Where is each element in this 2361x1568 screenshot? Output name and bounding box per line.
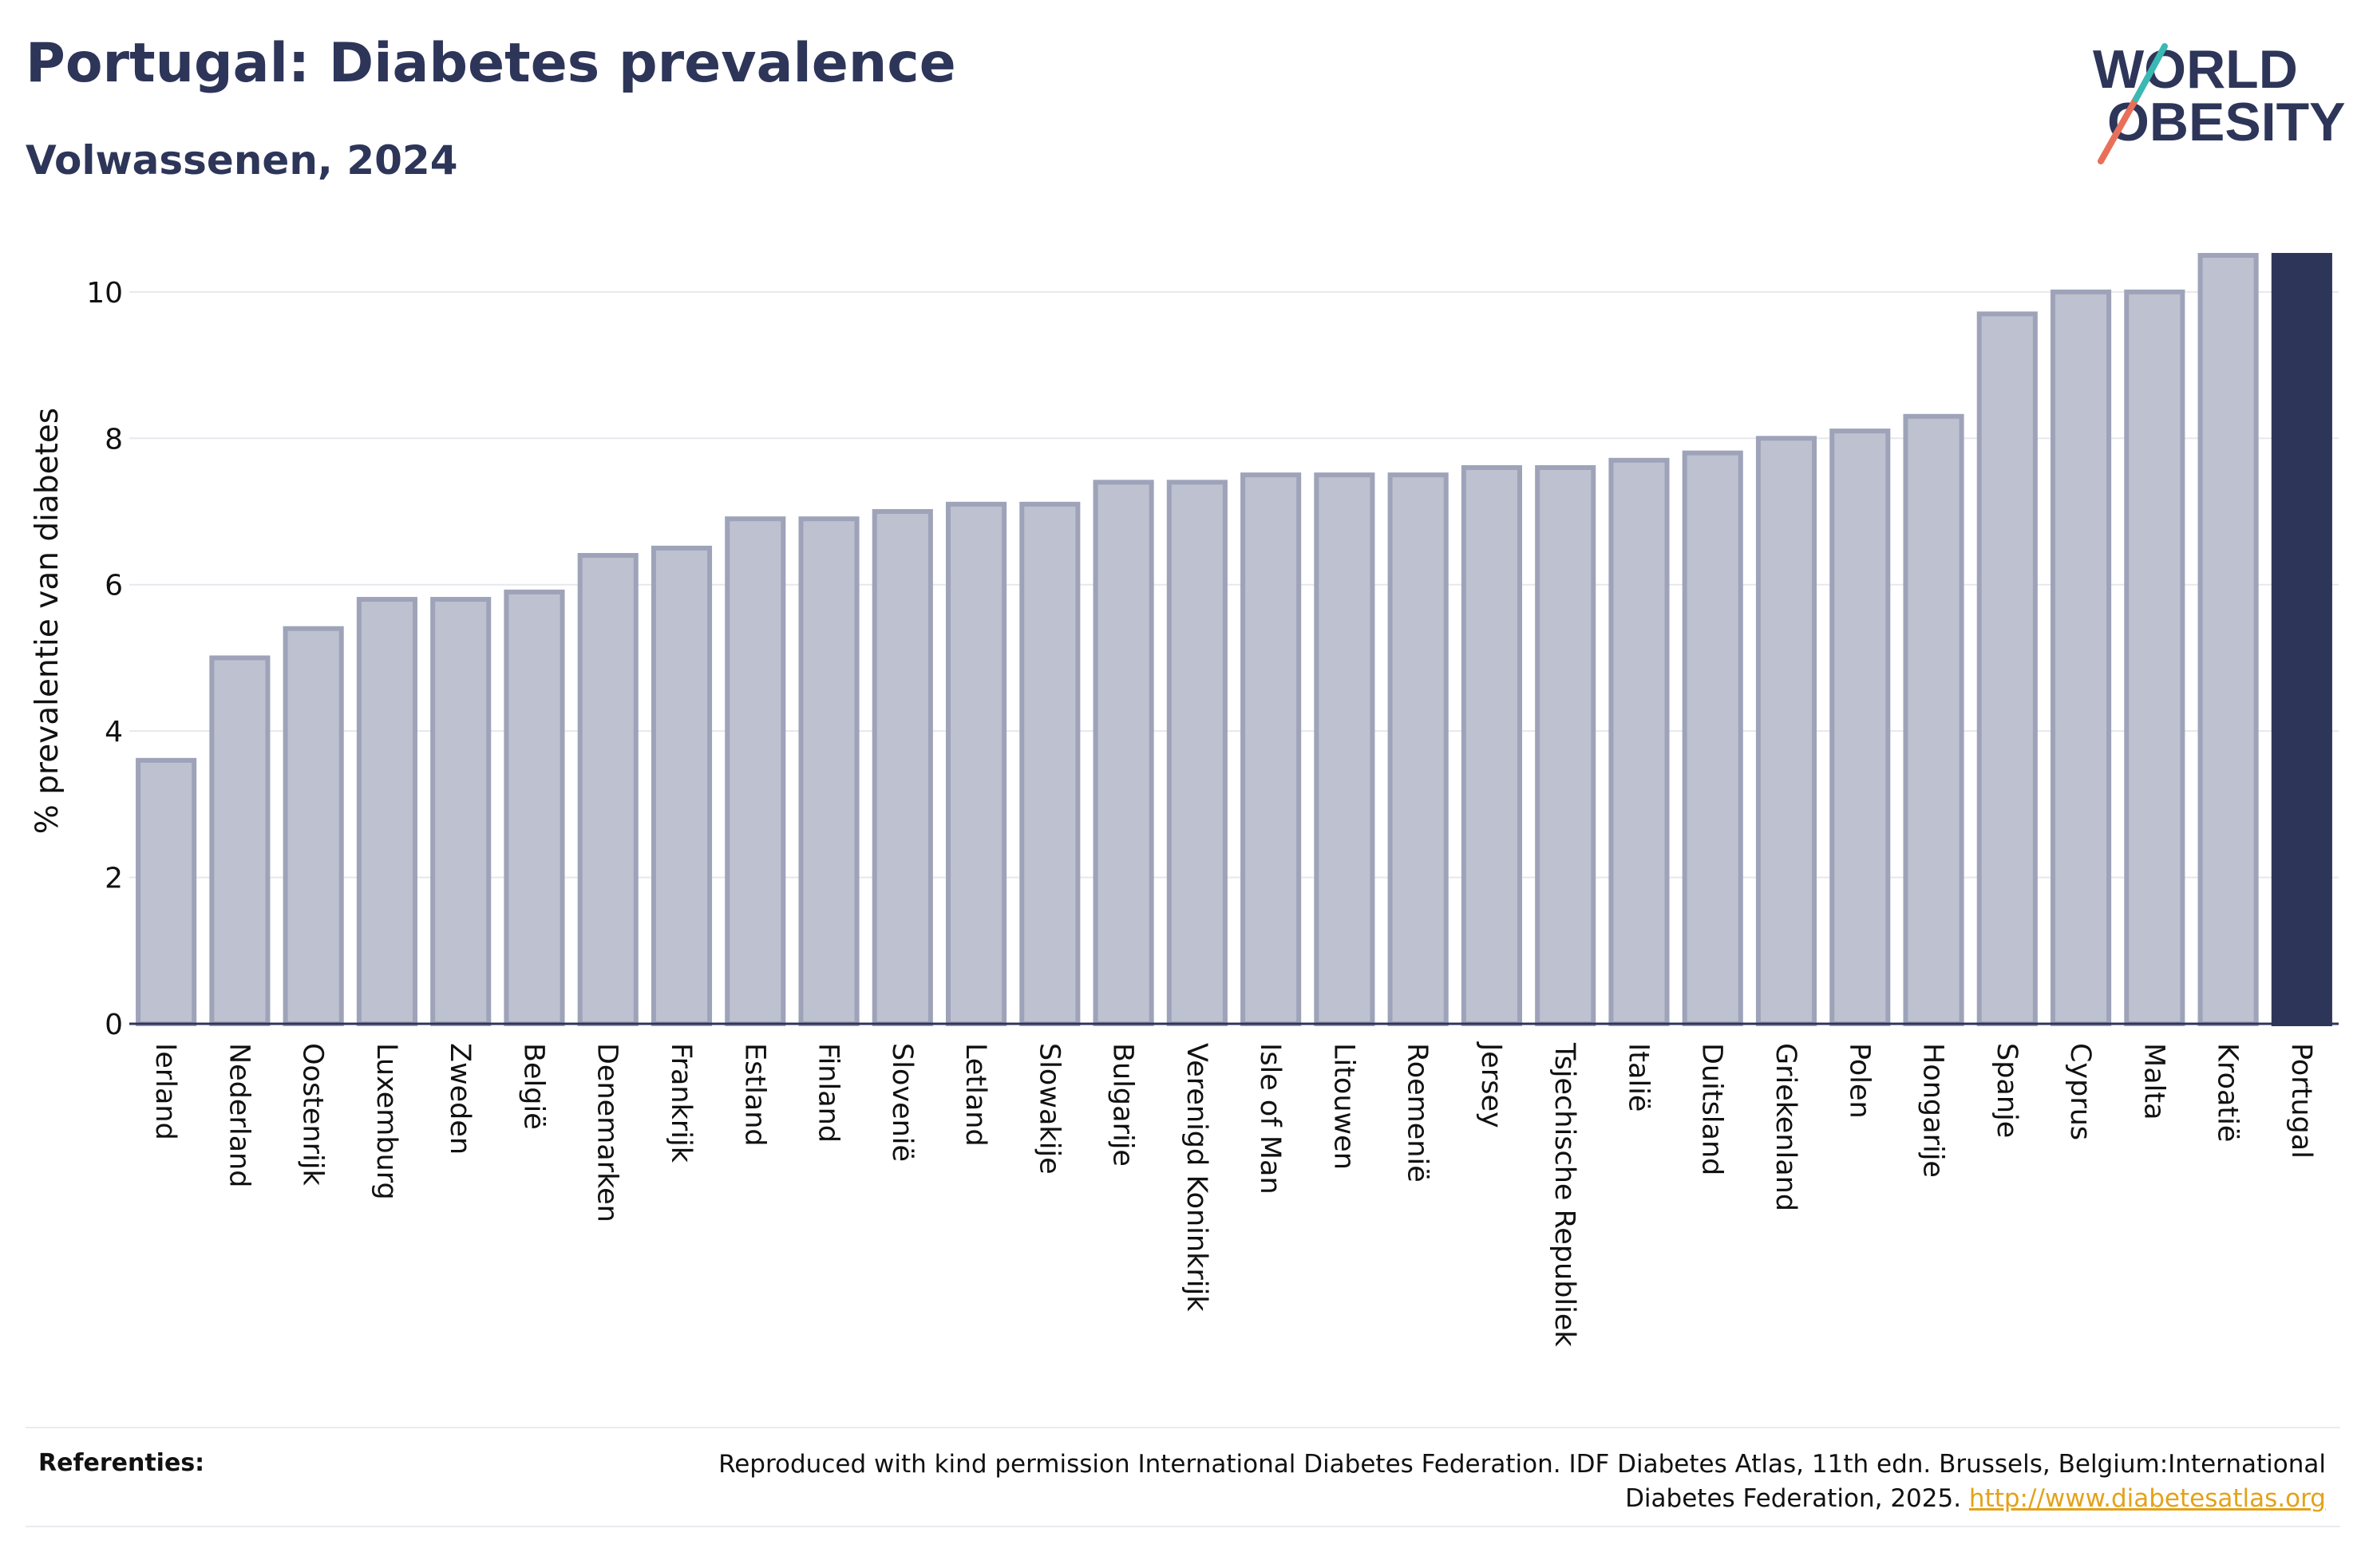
bar-oostenrijk	[283, 626, 344, 1026]
x-tick-label: Slovenië	[886, 1043, 918, 1162]
x-axis: Ierland Nederland Oostenrijk Luxemburg Zwede…	[129, 1022, 2339, 1347]
bar-griekenland	[1755, 436, 1817, 1026]
bar-cyprus	[2051, 289, 2112, 1027]
bar-itali-	[1608, 457, 1670, 1026]
bar-malta	[2124, 289, 2185, 1027]
x-tick-label: Cyprus	[2064, 1043, 2096, 1140]
world-obesity-logo: WORLD OBESITY	[2093, 39, 2346, 164]
bar-bulgarije	[1093, 480, 1154, 1026]
x-tick-label: Denemarken	[591, 1043, 623, 1222]
y-tick-label: 8	[105, 423, 123, 456]
x-tick-label: Roemenië	[1402, 1043, 1434, 1183]
bar-frankrijk	[651, 545, 713, 1026]
x-tick-label: Tsjechische Republiek	[1548, 1042, 1580, 1347]
x-tick-label: Jersey	[1475, 1041, 1507, 1128]
x-tick-label: Luxemburg	[370, 1043, 402, 1200]
y-tick-label: 4	[105, 716, 123, 748]
bar-roemeni-	[1387, 472, 1449, 1026]
bar-finland	[798, 516, 860, 1026]
bar-jersey	[1461, 464, 1522, 1026]
bar-polen	[1829, 429, 1891, 1026]
bar-belgi-	[504, 589, 565, 1026]
x-tick-label: Spanje	[1991, 1043, 2023, 1138]
bar-tsjechische-republiek	[1535, 464, 1596, 1026]
references-label: Referenties:	[38, 1449, 205, 1477]
bar-slowakije	[1019, 501, 1081, 1026]
bar-verenigd-koninkrijk	[1166, 480, 1228, 1026]
chart-subtitle: Volwassenen, 2024	[26, 137, 458, 184]
x-tick-label: Slowakije	[1033, 1043, 1065, 1175]
bar-kroati-	[2197, 253, 2259, 1026]
x-tick-label: Duitsland	[1696, 1043, 1728, 1175]
y-axis-label: % prevalentie van diabetes	[30, 408, 65, 834]
bar-denemarken	[577, 553, 639, 1026]
reference-line-1: Reproduced with kind permission Internat…	[718, 1450, 2326, 1479]
bar-litouwen	[1314, 472, 1375, 1026]
references-text: Reproduced with kind permission Internat…	[650, 1448, 2326, 1516]
reference-link[interactable]: http://www.diabetesatlas.org	[1968, 1484, 2326, 1513]
x-tick-label: Nederland	[223, 1043, 255, 1187]
bar-letland	[946, 501, 1007, 1026]
x-tick-label: Polen	[1843, 1043, 1875, 1119]
x-tick-label: België	[517, 1043, 549, 1130]
logo-line-2: OBESITY	[2107, 92, 2346, 152]
y-axis: 0 2 4 6 8 10	[86, 277, 123, 1041]
footer-divider-top	[26, 1427, 2340, 1428]
bar-hongarije	[1903, 413, 1964, 1026]
bar-chart: 0 2 4 6 8 10 Ierland Nederland Oostenrijk Luxemb…	[30, 253, 2339, 1347]
bar-spanje	[1976, 311, 2038, 1027]
x-tick-label: Litouwen	[1327, 1043, 1359, 1170]
x-tick-label: Isle of Man	[1254, 1043, 1286, 1195]
logo-slash-coral	[2098, 96, 2139, 164]
bars	[136, 253, 2332, 1027]
bar-luxemburg	[356, 597, 417, 1026]
x-tick-label: Oostenrijk	[297, 1043, 329, 1186]
x-tick-label: Verenigd Koninkrijk	[1180, 1043, 1212, 1312]
logo-slash-teal	[2133, 43, 2168, 102]
x-tick-label: Portugal	[2285, 1043, 2317, 1159]
chart-title: Portugal: Diabetes prevalence	[26, 32, 956, 95]
x-tick-label: Kroatië	[2212, 1043, 2244, 1142]
x-tick-label: Frankrijk	[665, 1043, 697, 1163]
y-tick-label: 0	[105, 1009, 123, 1041]
bar-estland	[725, 516, 786, 1026]
x-tick-label: Griekenland	[1770, 1043, 1801, 1211]
bar-ierland	[136, 757, 197, 1026]
footer-divider-bottom	[26, 1526, 2340, 1527]
reference-line-2: Diabetes Federation, 2025.	[1625, 1484, 1962, 1513]
x-tick-label: Malta	[2138, 1043, 2169, 1120]
x-tick-label: Zweden	[444, 1043, 476, 1155]
logo-line-1: WORLD	[2093, 39, 2298, 100]
x-tick-label: Letland	[959, 1043, 991, 1147]
x-tick-label: Estland	[738, 1043, 770, 1147]
bar-sloveni-	[872, 509, 933, 1026]
bar-zweden	[430, 597, 492, 1026]
bar-portugal	[2271, 253, 2332, 1026]
y-tick-label: 10	[86, 277, 123, 310]
x-tick-label: Finland	[813, 1043, 844, 1143]
bar-duitsland	[1682, 450, 1743, 1026]
bar-nederland	[209, 655, 271, 1027]
y-tick-label: 6	[105, 570, 123, 602]
x-tick-label: Italië	[1622, 1043, 1654, 1112]
x-tick-label: Hongarije	[1917, 1043, 1949, 1178]
x-tick-label: Bulgarije	[1107, 1043, 1139, 1167]
bar-isle-of-man	[1240, 472, 1302, 1026]
y-tick-label: 2	[105, 863, 123, 895]
x-tick-label: Ierland	[149, 1043, 181, 1140]
